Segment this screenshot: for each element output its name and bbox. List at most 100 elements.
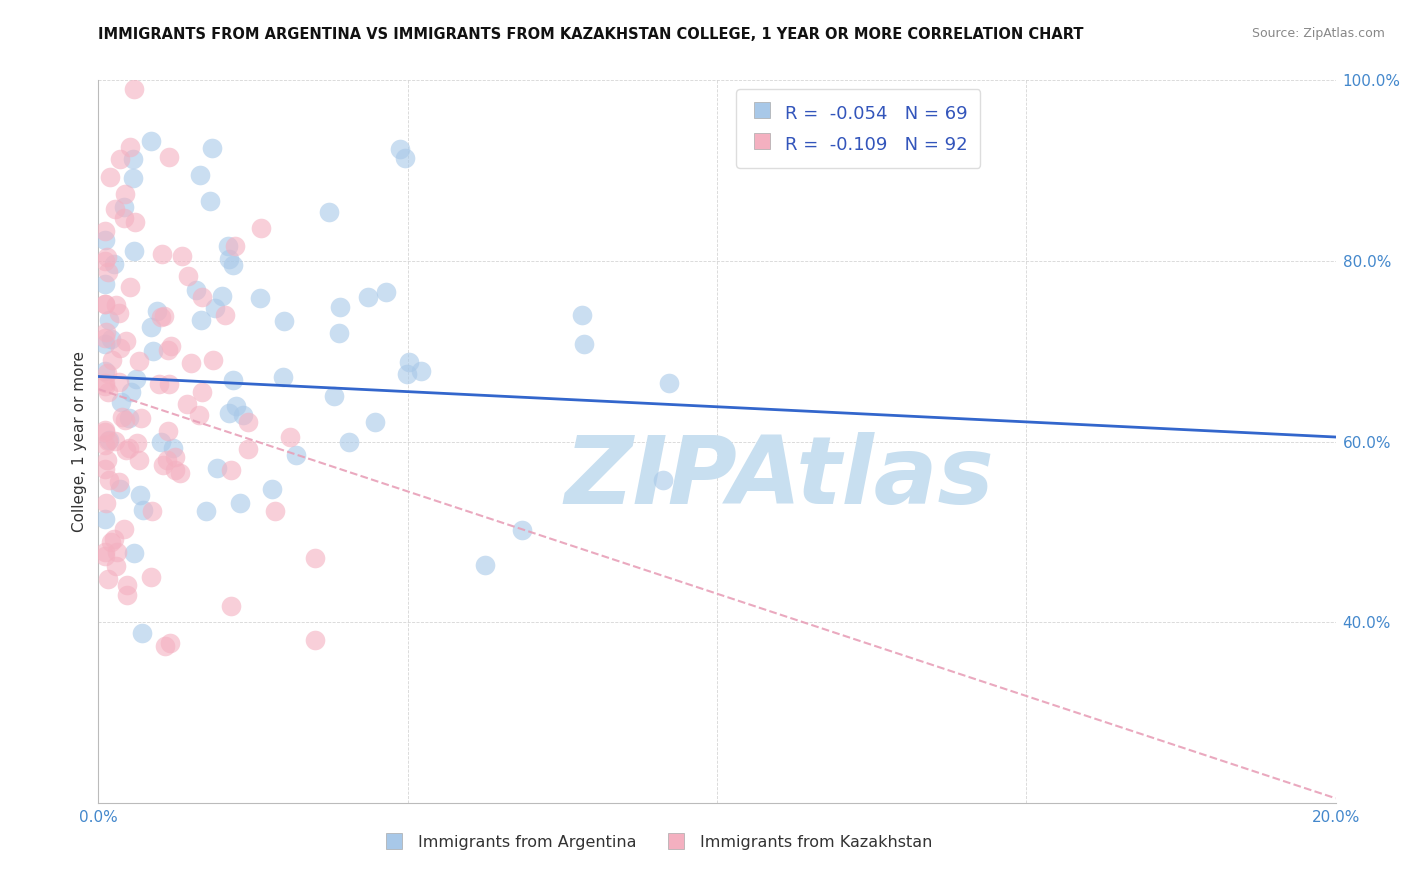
Point bbox=[121, 152, 143, 166]
Point bbox=[188, 169, 211, 183]
Point bbox=[96, 366, 118, 380]
Point bbox=[156, 343, 179, 357]
Point bbox=[93, 337, 115, 351]
Point bbox=[273, 314, 295, 328]
Point bbox=[125, 435, 148, 450]
Point bbox=[250, 221, 273, 235]
Point bbox=[280, 430, 302, 444]
Point bbox=[195, 504, 218, 518]
Point bbox=[329, 301, 352, 315]
Point bbox=[658, 376, 681, 391]
Point bbox=[93, 297, 115, 311]
Point bbox=[150, 310, 173, 324]
Point bbox=[125, 372, 148, 386]
Point bbox=[160, 339, 183, 353]
Point bbox=[156, 452, 179, 467]
Point bbox=[103, 257, 125, 271]
Point bbox=[93, 549, 115, 563]
Point bbox=[128, 453, 150, 467]
Point bbox=[114, 334, 136, 348]
Point bbox=[162, 441, 184, 455]
Point bbox=[124, 82, 146, 96]
Point bbox=[129, 410, 152, 425]
Point bbox=[129, 488, 152, 502]
Point bbox=[651, 473, 673, 487]
Point bbox=[510, 524, 533, 538]
Point bbox=[108, 475, 131, 490]
Point bbox=[218, 252, 240, 267]
Point bbox=[236, 415, 259, 429]
Point bbox=[284, 448, 307, 462]
Point bbox=[211, 289, 233, 303]
Point bbox=[117, 578, 139, 592]
Point bbox=[124, 546, 146, 560]
Point bbox=[141, 570, 163, 584]
Point bbox=[114, 413, 136, 427]
Text: IMMIGRANTS FROM ARGENTINA VS IMMIGRANTS FROM KAZAKHSTAN COLLEGE, 1 YEAR OR MORE : IMMIGRANTS FROM ARGENTINA VS IMMIGRANTS … bbox=[98, 27, 1084, 42]
Point bbox=[96, 251, 118, 265]
Point bbox=[157, 151, 180, 165]
Point bbox=[115, 588, 138, 602]
Point bbox=[271, 369, 294, 384]
Point bbox=[374, 285, 396, 300]
Point bbox=[180, 356, 202, 370]
Point bbox=[170, 250, 193, 264]
Point bbox=[128, 354, 150, 368]
Point bbox=[93, 512, 115, 526]
Y-axis label: College, 1 year or more: College, 1 year or more bbox=[72, 351, 87, 532]
Point bbox=[94, 296, 117, 310]
Point bbox=[139, 320, 162, 334]
Point bbox=[219, 463, 242, 477]
Point bbox=[157, 425, 180, 439]
Point bbox=[118, 411, 141, 425]
Point bbox=[204, 301, 226, 316]
Point bbox=[249, 291, 271, 305]
Point bbox=[218, 406, 240, 420]
Point bbox=[236, 442, 259, 456]
Point bbox=[120, 280, 142, 294]
Point bbox=[150, 246, 173, 260]
Point bbox=[98, 169, 121, 184]
Point bbox=[357, 290, 380, 304]
Point bbox=[148, 376, 170, 391]
Point bbox=[94, 233, 117, 247]
Point bbox=[94, 277, 117, 291]
Point bbox=[262, 483, 284, 497]
Point bbox=[114, 187, 136, 202]
Point bbox=[264, 504, 287, 518]
Point bbox=[191, 290, 214, 304]
Point bbox=[190, 312, 212, 326]
Point bbox=[152, 458, 174, 472]
Point bbox=[205, 460, 228, 475]
Point bbox=[398, 355, 420, 369]
Point bbox=[409, 364, 432, 378]
Point bbox=[97, 385, 120, 400]
Point bbox=[225, 399, 247, 413]
Point bbox=[97, 312, 120, 326]
Point bbox=[97, 265, 120, 279]
Point bbox=[96, 496, 118, 510]
Point bbox=[201, 141, 224, 155]
Text: ZIPAtlas: ZIPAtlas bbox=[564, 432, 994, 524]
Point bbox=[107, 375, 129, 389]
Point bbox=[120, 385, 142, 400]
Point bbox=[112, 200, 135, 214]
Point bbox=[93, 425, 115, 440]
Point bbox=[141, 504, 163, 518]
Point bbox=[318, 205, 340, 219]
Point bbox=[132, 502, 155, 516]
Point bbox=[232, 408, 254, 422]
Point bbox=[93, 331, 115, 345]
Point bbox=[93, 378, 115, 392]
Point bbox=[394, 151, 416, 165]
Point bbox=[574, 337, 596, 351]
Point bbox=[304, 551, 326, 566]
Point bbox=[229, 496, 252, 510]
Point bbox=[191, 384, 214, 399]
Point bbox=[186, 283, 208, 297]
Point bbox=[139, 135, 162, 149]
Point bbox=[107, 306, 129, 320]
Point bbox=[169, 466, 191, 480]
Point bbox=[112, 522, 135, 536]
Point bbox=[118, 140, 141, 154]
